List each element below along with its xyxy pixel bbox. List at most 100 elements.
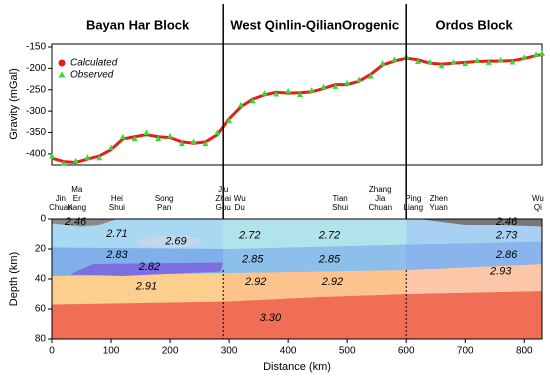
station-label: Song [155, 194, 174, 203]
y-tick-label: 40 [35, 274, 47, 285]
station-label: Jia [375, 194, 386, 203]
station-label: Yuan [430, 203, 448, 212]
observed-point [49, 153, 55, 159]
y-tick-label: -250 [26, 84, 46, 95]
y-tick-label: 80 [35, 334, 47, 345]
y-tick-label: -300 [26, 106, 46, 117]
observed-point [450, 58, 457, 65]
station-label: Er [73, 194, 81, 203]
observed-point [119, 133, 126, 140]
y-tick-label: -400 [26, 149, 46, 160]
y-tick-label: 60 [35, 304, 47, 315]
block-label: Bayan Har Block [86, 17, 190, 32]
y-tick-label: -150 [26, 42, 46, 53]
density-label: 2.83 [105, 249, 128, 261]
station-label: Pan [157, 203, 171, 212]
upper-crust-layer [406, 219, 543, 245]
y-axis-label: Gravity (mGal) [8, 68, 20, 140]
station-label: Zhang [369, 185, 392, 194]
observed-point [249, 97, 256, 104]
observed-point [96, 154, 103, 161]
station-label: Jiu [218, 185, 228, 194]
observed-point [285, 88, 292, 94]
observed-point [344, 79, 351, 86]
observed-point [391, 56, 398, 62]
legend-label: Calculated [70, 58, 118, 69]
observed-point [72, 157, 79, 164]
observed-point [214, 129, 221, 136]
observed-point [497, 56, 504, 63]
observed-point [202, 140, 209, 147]
observed-point [462, 60, 469, 67]
observed-point [485, 59, 492, 65]
legend-label: Observed [70, 70, 114, 81]
density-label: 2.46 [64, 216, 87, 228]
density-label: 2.69 [164, 235, 186, 247]
density-label: 2.92 [321, 276, 343, 288]
observed-point [143, 129, 150, 136]
calculated-line [51, 53, 543, 164]
observed-point [84, 154, 91, 160]
x-axis-label: Distance (km) [263, 361, 331, 373]
density-label: 2.71 [105, 228, 127, 240]
station-label: Hei [111, 194, 123, 203]
x-tick-label: 800 [516, 346, 533, 357]
station-label: Zhai [215, 194, 231, 203]
observed-point [438, 62, 445, 69]
station-label: Du [235, 203, 245, 212]
station-label: Liang [404, 203, 424, 212]
observed-point [426, 58, 433, 65]
sediment-layer [418, 219, 543, 227]
observed-point [379, 60, 386, 66]
station-label: Ping [405, 194, 421, 203]
observed-point [108, 144, 115, 150]
y-tick-label: -350 [26, 127, 46, 138]
lower-crust-layer [406, 261, 543, 294]
x-tick-label: 300 [221, 346, 238, 357]
x-tick-label: 500 [339, 346, 356, 357]
observed-point [273, 91, 280, 97]
station-label: Shui [109, 203, 125, 212]
x-tick-label: 400 [280, 346, 297, 357]
station-label: Gou [216, 203, 231, 212]
density-label: 2.86 [495, 249, 518, 261]
observed-point [355, 76, 362, 82]
lens [137, 235, 203, 248]
station-label: Jin [56, 194, 66, 203]
observed-point [539, 50, 545, 56]
middle-crust-layer [223, 244, 407, 273]
observed-point [155, 135, 162, 141]
density-label: 3.30 [260, 312, 282, 324]
observed-point [237, 101, 244, 108]
station-label: Wu [532, 194, 544, 203]
observed-point [167, 132, 174, 139]
observed-point [474, 57, 481, 63]
y-axis-label: Depth (km) [8, 252, 20, 306]
density-label: 2.46 [495, 216, 518, 228]
middle-crust-layer [406, 241, 543, 270]
top-frame [51, 43, 543, 166]
observed-point [415, 58, 422, 65]
station-label: Ma [71, 185, 83, 194]
x-tick-label: 700 [457, 346, 474, 357]
station-label: Zhen [430, 194, 448, 203]
observed-point [60, 160, 67, 166]
station-label: Kang [67, 203, 86, 212]
legend-marker [58, 71, 66, 78]
density-label: 2.93 [489, 265, 512, 277]
x-tick-label: 200 [162, 346, 179, 357]
density-label: 2.85 [241, 253, 264, 265]
observed-point [296, 91, 303, 97]
section-layers [52, 219, 543, 339]
legend-marker [58, 59, 66, 67]
observed-point [190, 138, 197, 144]
y-tick-label: -200 [26, 63, 46, 74]
station-label: Qi [534, 203, 542, 212]
observed-point [320, 83, 327, 90]
density-label: 2.72 [238, 229, 260, 241]
observed-point [261, 90, 268, 96]
x-tick-label: 600 [398, 346, 415, 357]
density-label: 2.92 [244, 276, 266, 288]
observed-point [131, 135, 138, 141]
